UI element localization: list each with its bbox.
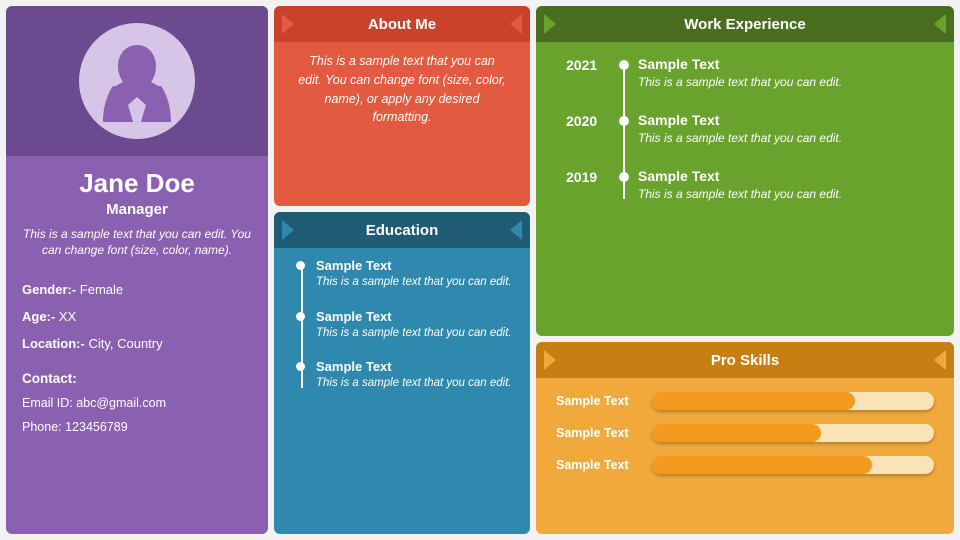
education-item: Sample Text This is a sample text that yo… (316, 309, 512, 342)
skill-row: Sample Text (556, 392, 934, 410)
location-value: City, Country (88, 336, 162, 351)
work-item-sub: This is a sample text that you can edit. (638, 186, 842, 202)
education-item-title: Sample Text (316, 359, 512, 374)
work-item-title: Sample Text (638, 112, 842, 128)
skill-row: Sample Text (556, 456, 934, 474)
skill-track (652, 424, 934, 442)
work-item: 2020 Sample Text This is a sample text tha… (566, 112, 932, 146)
gender-label: Gender:- (22, 282, 76, 297)
work-item-title: Sample Text (638, 56, 842, 72)
email-label: Email ID: (22, 396, 73, 410)
skill-label: Sample Text (556, 426, 652, 440)
location-label: Location:- (22, 336, 85, 351)
skill-fill (652, 392, 855, 410)
education-item: Sample Text This is a sample text that yo… (316, 258, 512, 291)
timeline-dot (614, 168, 638, 202)
phone-label: Phone: (22, 420, 62, 434)
skill-track (652, 456, 934, 474)
profile-info: Gender:- Female Age:- XX Location:- City… (22, 282, 252, 351)
timeline-dot (614, 112, 638, 146)
work-title: Work Experience (684, 16, 805, 33)
skill-label: Sample Text (556, 458, 652, 472)
skills-title: Pro Skills (711, 352, 779, 369)
middle-column: About Me This is a sample text that you … (274, 6, 530, 534)
about-title: About Me (368, 16, 436, 33)
profile-body: Jane Doe Manager This is a sample text t… (6, 156, 268, 534)
work-year: 2020 (566, 112, 614, 129)
work-item: 2019 Sample Text This is a sample text tha… (566, 168, 932, 202)
education-timeline: Sample Text This is a sample text that yo… (292, 258, 512, 392)
education-title: Education (366, 222, 439, 239)
profile-bio: This is a sample text that you can edit.… (22, 226, 252, 258)
work-year: 2019 (566, 168, 614, 185)
education-item-sub: This is a sample text that you can edit. (316, 376, 512, 392)
skill-row: Sample Text (556, 424, 934, 442)
profile-name: Jane Doe (22, 168, 252, 199)
skill-track (652, 392, 934, 410)
education-item-sub: This is a sample text that you can edit. (316, 326, 512, 342)
work-heading: Work Experience (536, 6, 954, 42)
work-item-title: Sample Text (638, 168, 842, 184)
work-year: 2021 (566, 56, 614, 73)
about-text: This is a sample text that you can edit.… (292, 52, 512, 127)
skills-heading: Pro Skills (536, 342, 954, 378)
work-item-sub: This is a sample text that you can edit. (638, 74, 842, 90)
contact-heading: Contact: (22, 371, 252, 386)
gender-value: Female (80, 282, 123, 297)
education-item: Sample Text This is a sample text that yo… (316, 359, 512, 392)
work-card: Work Experience 2021 Sample Text This is a… (536, 6, 954, 336)
work-item: 2021 Sample Text This is a sample text tha… (566, 56, 932, 90)
email-value: abc@gmail.com (76, 396, 166, 410)
timeline-dot (614, 56, 638, 90)
skills-card: Pro Skills Sample Text Sample Text Sample … (536, 342, 954, 534)
skill-fill (652, 424, 821, 442)
age-value: XX (59, 309, 76, 324)
profile-header (6, 6, 268, 156)
about-card: About Me This is a sample text that you … (274, 6, 530, 206)
education-item-title: Sample Text (316, 309, 512, 324)
profile-card: Jane Doe Manager This is a sample text t… (6, 6, 268, 534)
avatar-icon (92, 39, 182, 139)
work-item-sub: This is a sample text that you can edit. (638, 130, 842, 146)
education-heading: Education (274, 212, 530, 248)
education-item-sub: This is a sample text that you can edit. (316, 275, 512, 291)
age-label: Age:- (22, 309, 55, 324)
education-card: Education Sample Text This is a sample te… (274, 212, 530, 534)
skill-fill (652, 456, 872, 474)
profile-role: Manager (22, 201, 252, 218)
about-heading: About Me (274, 6, 530, 42)
skill-label: Sample Text (556, 394, 652, 408)
right-column: Work Experience 2021 Sample Text This is a… (536, 6, 954, 534)
avatar (79, 23, 195, 139)
education-item-title: Sample Text (316, 258, 512, 273)
phone-value: 123456789 (65, 420, 128, 434)
